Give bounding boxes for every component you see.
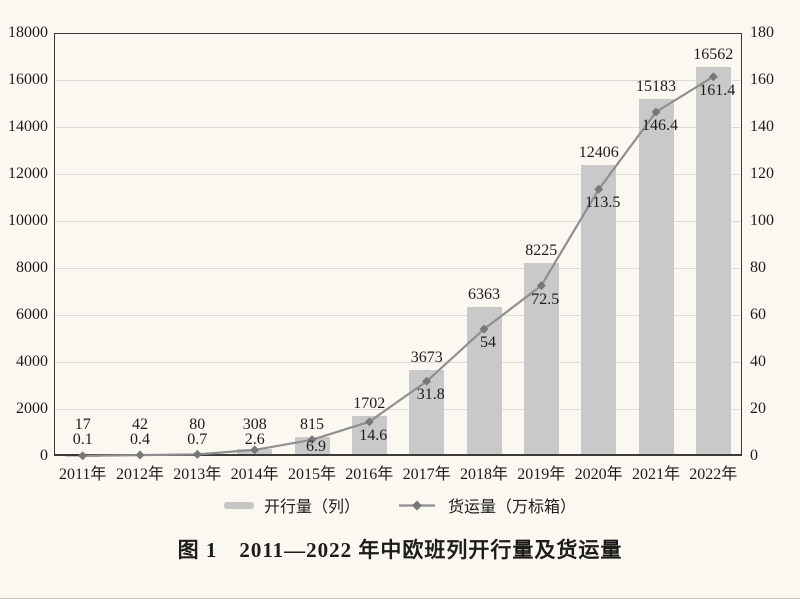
right-axis-tick-label: 100 bbox=[750, 212, 774, 229]
x-axis-tick-label: 2013年 bbox=[173, 466, 222, 483]
right-axis-tick-label: 20 bbox=[750, 400, 766, 417]
legend-item-trains: 开行量（列） bbox=[223, 493, 360, 517]
left-axis-tick-label: 10000 bbox=[8, 212, 48, 229]
bar bbox=[122, 455, 158, 456]
bar-value-label: 16562 bbox=[693, 45, 734, 63]
line-value-label: 72.5 bbox=[531, 290, 560, 308]
line-value-label: 54 bbox=[480, 334, 496, 352]
bar-value-label: 8225 bbox=[525, 241, 558, 259]
right-axis-tick-label: 80 bbox=[750, 259, 766, 276]
legend-trains-label: 开行量（列） bbox=[263, 499, 360, 516]
right-axis-tick-label: 140 bbox=[750, 118, 774, 135]
left-axis-tick-label: 2000 bbox=[16, 400, 48, 417]
left-axis-tick-label: 18000 bbox=[8, 24, 48, 41]
x-axis-tick-label: 2012年 bbox=[115, 466, 164, 483]
x-axis-tick-label: 2019年 bbox=[517, 466, 566, 483]
line-value-label: 146.4 bbox=[642, 117, 678, 134]
line-value-label: 31.8 bbox=[416, 386, 445, 404]
left-axis-tick-label: 12000 bbox=[8, 165, 48, 182]
x-axis-tick-label: 2021年 bbox=[631, 466, 680, 483]
left-axis-tick-label: 8000 bbox=[16, 259, 48, 276]
left-axis-tick-label: 16000 bbox=[8, 71, 48, 88]
bar-value-label: 3673 bbox=[410, 348, 443, 366]
right-axis-tick-label: 120 bbox=[750, 165, 774, 182]
bar bbox=[466, 306, 502, 456]
bar bbox=[65, 455, 101, 457]
legend-freight-label: 货运量（万标箱） bbox=[448, 499, 577, 516]
figure-caption: 图 1 2011—2022 年中欧班列开行量及货运量 bbox=[177, 538, 623, 562]
x-axis-tick-label: 2015年 bbox=[287, 466, 336, 483]
bar-value-label: 12406 bbox=[578, 143, 619, 161]
x-axis-tick-label: 2011年 bbox=[58, 466, 107, 483]
right-axis-tick-label: 180 bbox=[750, 24, 774, 41]
bar-swatch-icon bbox=[223, 501, 254, 509]
line-value-label: 113.5 bbox=[584, 194, 621, 212]
left-axis-tick-label: 14000 bbox=[8, 118, 48, 135]
legend-item-freight: 货运量（万标箱） bbox=[398, 493, 576, 517]
line-value-label: 161.4 bbox=[699, 81, 736, 99]
line-value-label: 14.6 bbox=[359, 426, 388, 444]
bar bbox=[638, 99, 674, 456]
right-axis-tick-label: 60 bbox=[750, 306, 766, 323]
bar bbox=[237, 448, 273, 456]
line-swatch-icon bbox=[399, 500, 435, 510]
x-axis-tick-label: 2020年 bbox=[574, 466, 623, 483]
x-axis-tick-label: 2014年 bbox=[230, 466, 279, 483]
right-axis-tick-label: 160 bbox=[750, 71, 774, 88]
right-axis-tick-label: 0 bbox=[750, 447, 758, 464]
bar bbox=[179, 454, 215, 456]
legend: 开行量（列） 货运量（万标箱） bbox=[0, 492, 800, 518]
x-axis-tick-label: 2022年 bbox=[689, 466, 738, 483]
left-axis-tick-label: 0 bbox=[40, 447, 48, 464]
x-axis-tick-label: 2018年 bbox=[459, 466, 508, 483]
left-axis-tick-label: 6000 bbox=[16, 306, 48, 323]
x-axis-tick-label: 2016年 bbox=[345, 466, 394, 483]
left-axis-tick-label: 4000 bbox=[16, 353, 48, 370]
x-axis-tick-label: 2017年 bbox=[402, 466, 451, 483]
right-axis-tick-label: 40 bbox=[750, 353, 766, 370]
